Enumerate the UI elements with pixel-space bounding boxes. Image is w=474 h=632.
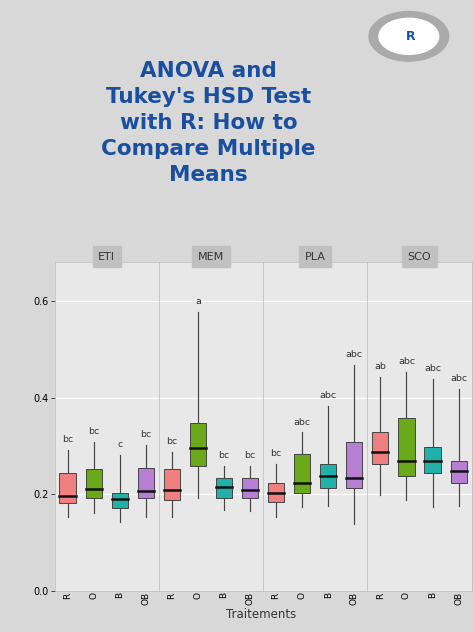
Bar: [164, 469, 180, 500]
Bar: [294, 454, 310, 493]
Text: abc: abc: [346, 350, 363, 359]
Text: bc: bc: [140, 430, 151, 439]
Title: MEM: MEM: [198, 252, 224, 262]
Bar: [216, 478, 232, 497]
Bar: [190, 423, 206, 466]
Text: bc: bc: [62, 435, 73, 444]
Bar: [372, 432, 389, 464]
Bar: [398, 418, 415, 476]
Bar: [268, 483, 284, 502]
Bar: [111, 494, 128, 507]
Text: Traitements: Traitements: [226, 608, 296, 621]
Text: ab: ab: [374, 362, 386, 371]
Title: SCO: SCO: [408, 252, 431, 262]
Bar: [242, 478, 258, 497]
Text: ANOVA and
Tukey's HSD Test
with R: How to
Compare Multiple
Means: ANOVA and Tukey's HSD Test with R: How t…: [101, 61, 316, 185]
Polygon shape: [379, 18, 438, 54]
Bar: [137, 468, 154, 497]
Bar: [346, 442, 363, 488]
Bar: [85, 469, 102, 497]
Text: bc: bc: [88, 427, 99, 436]
Text: abc: abc: [424, 365, 441, 374]
Text: abc: abc: [450, 374, 467, 383]
Text: abc: abc: [293, 418, 311, 427]
Text: bc: bc: [271, 449, 282, 458]
Text: bc: bc: [219, 451, 229, 461]
Polygon shape: [369, 11, 448, 61]
Text: bc: bc: [166, 437, 177, 446]
Bar: [450, 461, 467, 483]
Text: c: c: [117, 440, 122, 449]
Text: bc: bc: [245, 451, 255, 461]
Bar: [320, 464, 337, 488]
Bar: [59, 473, 76, 503]
Text: R: R: [406, 30, 415, 43]
Text: a: a: [195, 297, 201, 306]
Title: PLA: PLA: [305, 252, 326, 262]
Title: ETI: ETI: [98, 252, 115, 262]
Text: abc: abc: [319, 391, 337, 400]
Text: abc: abc: [398, 357, 415, 366]
Bar: [424, 447, 441, 473]
